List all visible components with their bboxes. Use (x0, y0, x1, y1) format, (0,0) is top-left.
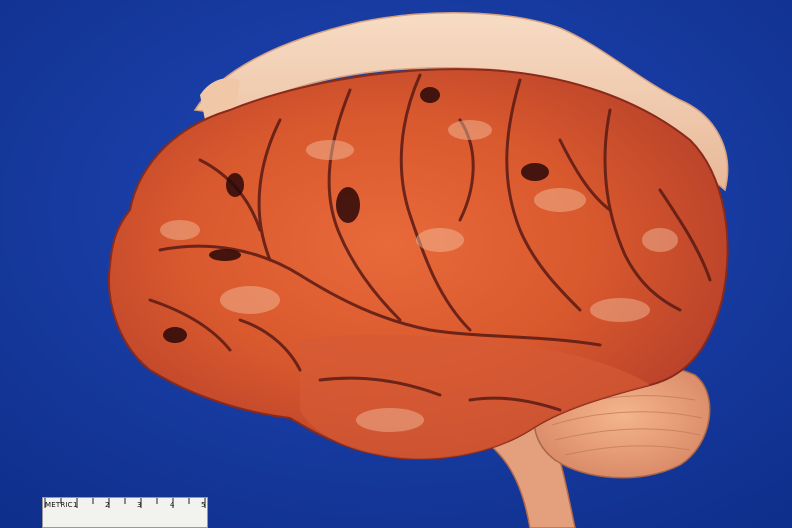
ruler-number: 4 (170, 501, 175, 509)
sulci (148, 73, 712, 412)
metric-scale-ruler: METRIC 1 2 3 4 5 (42, 497, 208, 528)
hemorrhage-spots (163, 87, 549, 343)
ruler-number: 5 (201, 501, 206, 509)
ruler-number: 2 (105, 501, 110, 509)
temporal-lobe (300, 334, 650, 459)
ruler-ticks (44, 498, 206, 508)
dura-membrane (193, 12, 729, 192)
gyri-highlights (160, 120, 678, 432)
ruler-label: METRIC (45, 501, 73, 509)
ruler-number: 3 (137, 501, 142, 509)
ruler-number: 1 (73, 501, 78, 509)
